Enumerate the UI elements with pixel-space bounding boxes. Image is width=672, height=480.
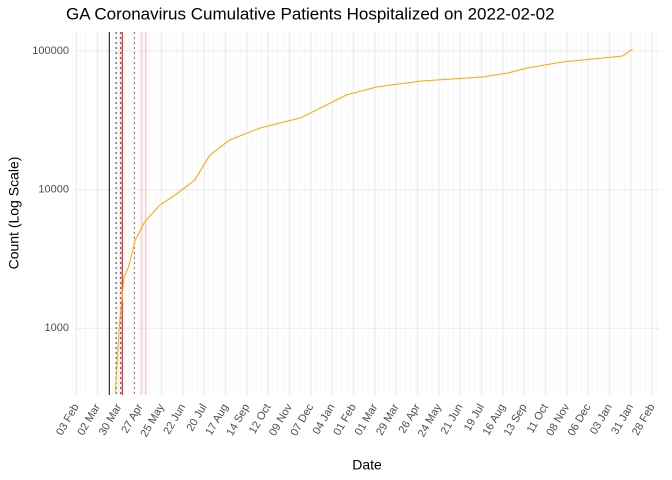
chart-title: GA Coronavirus Cumulative Patients Hospi… [66, 4, 555, 23]
y-tick-label: 100000 [32, 45, 69, 57]
y-tick-label: 10000 [38, 184, 69, 196]
x-axis-title: Date [352, 457, 382, 473]
y-axis-title: Count (Log Scale) [6, 157, 22, 270]
line [114, 48, 633, 392]
y-tick-label: 1000 [45, 322, 69, 334]
